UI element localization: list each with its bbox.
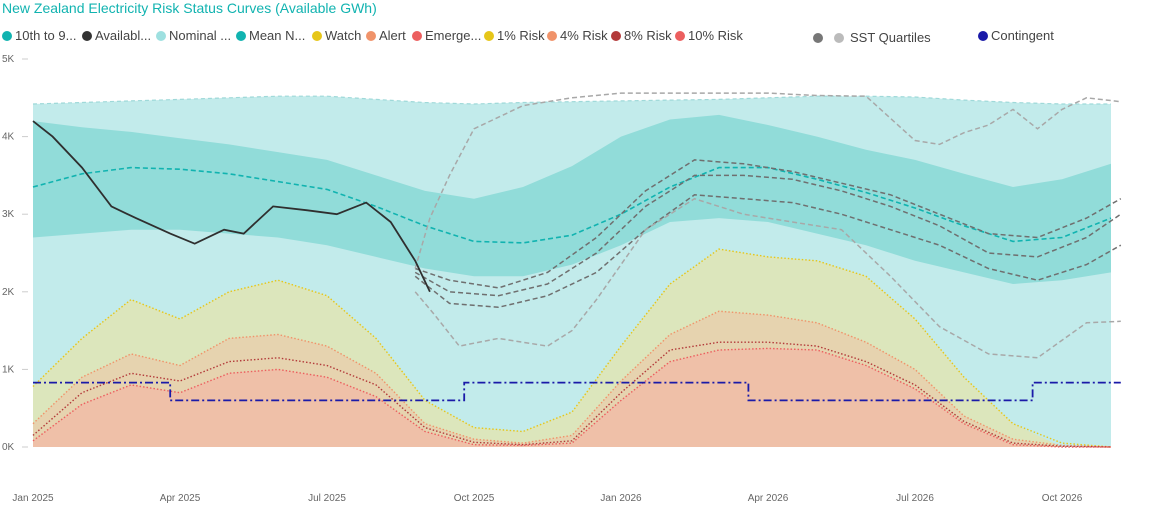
legend-dot-icon bbox=[312, 30, 322, 41]
legend-label: Alert bbox=[379, 28, 406, 43]
available-line bbox=[32, 120, 431, 293]
x-tick-label: Jan 2025 bbox=[12, 493, 54, 504]
legend-item-risk-1[interactable]: 1% Risk bbox=[484, 28, 545, 43]
x-axis: Jan 2025 Apr 2025 Jul 2025 Oct 2025 Jan 2026… bbox=[12, 493, 1082, 504]
chart-areas bbox=[33, 96, 1111, 447]
sst-quartile-line bbox=[414, 159, 1122, 289]
sst-quartile-line bbox=[414, 197, 1121, 359]
legend-dot-icon bbox=[366, 30, 376, 41]
band-10-to-90-area bbox=[33, 114, 1111, 285]
y-axis: 0K 1K 2K 3K 4K 5K bbox=[2, 54, 15, 453]
x-tick-label: Apr 2025 bbox=[160, 493, 201, 504]
legend-item-risk-4[interactable]: 4% Risk bbox=[547, 28, 608, 43]
y-tick-label: 2K bbox=[2, 287, 15, 298]
legend-item-emergency[interactable]: Emerge... bbox=[412, 28, 481, 43]
legend-label: 8% Risk bbox=[624, 28, 672, 43]
y-tick-label: 0K bbox=[2, 442, 15, 453]
legend-item-risk-8[interactable]: 8% Risk bbox=[611, 28, 672, 43]
legend-dot-icon bbox=[675, 30, 685, 41]
legend-label: Availabl... bbox=[95, 28, 152, 43]
x-tick-label: Jul 2026 bbox=[896, 493, 934, 504]
legend-item-10-to-90[interactable]: 10th to 9... bbox=[2, 28, 76, 43]
legend-label: Emerge... bbox=[425, 28, 482, 43]
legend-label: 4% Risk bbox=[560, 28, 608, 43]
legend-dot-icon bbox=[412, 30, 422, 41]
legend-dot-icon bbox=[82, 30, 92, 41]
legend-item-risk-10[interactable]: 10% Risk bbox=[675, 28, 743, 43]
legend-item-alert[interactable]: Alert bbox=[366, 28, 406, 43]
legend-dot-light-icon bbox=[834, 32, 844, 43]
sst-quartile-line bbox=[414, 92, 1121, 269]
risk-1-line bbox=[32, 248, 1112, 448]
grid-lines bbox=[22, 58, 28, 448]
legend-label: SST Quartiles bbox=[850, 30, 931, 45]
legend-item-watch[interactable]: Watch bbox=[312, 28, 361, 43]
mean-nominal-line bbox=[32, 166, 1112, 244]
legend-label: Mean N... bbox=[249, 28, 306, 43]
chart-legend: 10th to 9... Availabl... Nominal ... Mea… bbox=[0, 28, 1151, 46]
legend-dot-dark-icon bbox=[813, 32, 823, 43]
y-tick-label: 4K bbox=[2, 132, 15, 143]
x-tick-label: Oct 2025 bbox=[454, 493, 495, 504]
legend-item-sst-quartiles[interactable]: SST Quartiles bbox=[813, 30, 931, 45]
chart-title: New Zealand Electricity Risk Status Curv… bbox=[2, 0, 377, 16]
y-tick-label: 5K bbox=[2, 54, 15, 65]
legend-label: Nominal ... bbox=[169, 28, 232, 43]
y-tick-label: 3K bbox=[2, 209, 15, 220]
contingent-line bbox=[33, 381, 1121, 402]
x-tick-label: Jan 2026 bbox=[600, 493, 642, 504]
risk-4-line bbox=[32, 310, 1112, 448]
legend-label: Watch bbox=[325, 28, 362, 43]
legend-item-contingent[interactable]: Contingent bbox=[978, 28, 1054, 43]
legend-label: 10th to 9... bbox=[15, 28, 77, 43]
emergency-area bbox=[33, 348, 1111, 447]
x-tick-label: Oct 2026 bbox=[1042, 493, 1083, 504]
legend-dot-icon bbox=[484, 30, 494, 41]
legend-item-mean-nominal[interactable]: Mean N... bbox=[236, 28, 305, 43]
legend-dot-icon bbox=[978, 30, 988, 41]
y-tick-label: 1K bbox=[2, 364, 15, 375]
legend-dot-icon bbox=[156, 30, 166, 41]
nominal-max-line bbox=[32, 95, 1111, 105]
sst-quartile-line bbox=[414, 194, 1122, 309]
legend-item-available[interactable]: Availabl... bbox=[82, 28, 151, 43]
sst-quartile-line bbox=[414, 174, 1122, 297]
legend-item-nominal[interactable]: Nominal ... bbox=[156, 28, 231, 43]
legend-label: Contingent bbox=[991, 28, 1054, 43]
legend-dot-icon bbox=[611, 30, 621, 41]
legend-dot-icon bbox=[236, 30, 246, 41]
risk-8-line bbox=[32, 341, 1112, 448]
legend-label: 1% Risk bbox=[497, 28, 545, 43]
x-tick-label: Apr 2026 bbox=[748, 493, 789, 504]
legend-dot-icon bbox=[2, 30, 12, 41]
chart-lines bbox=[32, 92, 1122, 448]
legend-label: 10% Risk bbox=[688, 28, 743, 43]
x-tick-label: Jul 2025 bbox=[308, 493, 346, 504]
legend-dot-icon bbox=[547, 30, 557, 41]
